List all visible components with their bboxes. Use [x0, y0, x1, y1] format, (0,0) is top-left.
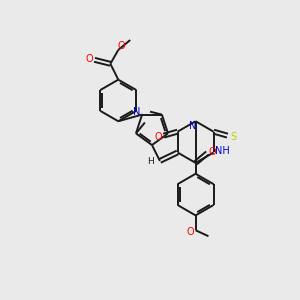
Text: O: O: [155, 132, 163, 142]
Text: N: N: [134, 106, 141, 117]
Text: O: O: [187, 227, 194, 237]
Text: O: O: [208, 147, 216, 157]
Text: H: H: [148, 158, 154, 166]
Text: S: S: [230, 132, 236, 142]
Text: O: O: [86, 54, 93, 64]
Text: O: O: [118, 41, 125, 51]
Text: N: N: [189, 121, 196, 131]
Text: NH: NH: [215, 146, 230, 157]
